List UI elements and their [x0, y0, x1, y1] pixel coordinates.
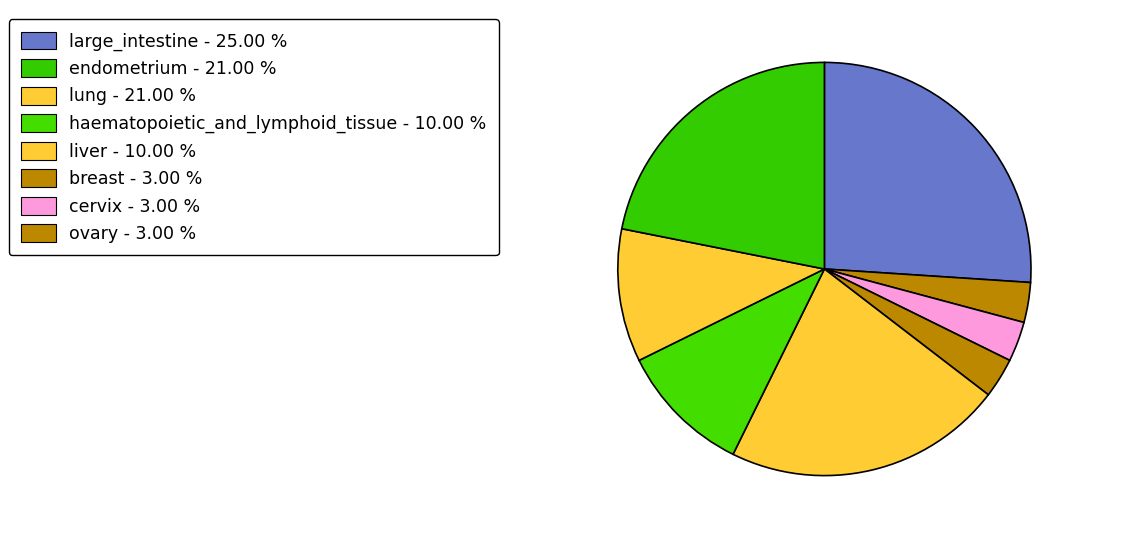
Wedge shape [639, 269, 824, 454]
Wedge shape [824, 269, 1010, 395]
Wedge shape [618, 229, 824, 360]
Wedge shape [622, 62, 824, 269]
Legend: large_intestine - 25.00 %, endometrium - 21.00 %, lung - 21.00 %, haematopoietic: large_intestine - 25.00 %, endometrium -… [9, 19, 499, 255]
Wedge shape [824, 62, 1030, 282]
Wedge shape [824, 269, 1024, 360]
Wedge shape [733, 269, 988, 476]
Wedge shape [824, 269, 1030, 322]
